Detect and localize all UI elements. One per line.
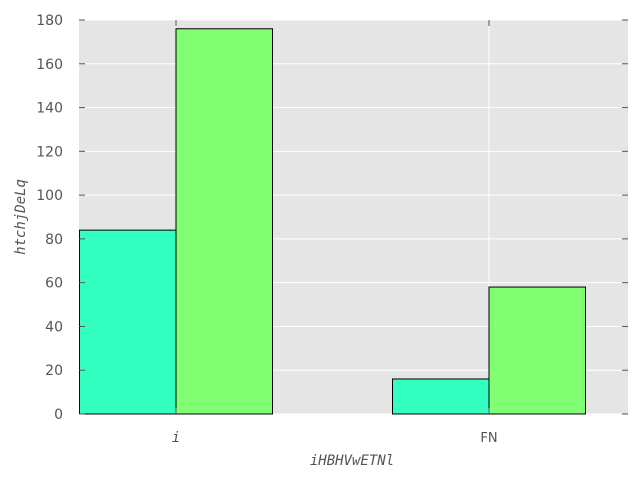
y-tick-label: 180 — [36, 13, 63, 29]
bar-FN-series-2 — [488, 286, 586, 415]
y-tick-label: 20 — [45, 363, 63, 379]
y-tick-label: 40 — [45, 319, 63, 335]
bar-i-series-1 — [79, 229, 177, 415]
y-tick-label: 0 — [54, 407, 63, 423]
y-tick-label: 160 — [36, 57, 63, 73]
y-tick-label: 60 — [45, 276, 63, 292]
x-tick-label: i — [172, 430, 180, 446]
x-tick-label: FN — [480, 431, 497, 446]
y-tick-labels: 0 20 40 60 80 100 120 140 160 180 — [36, 13, 63, 423]
bar-i-series-2 — [175, 28, 273, 415]
y-tick-label: 80 — [45, 232, 63, 248]
x-axis-title: iHBHVwETNl — [310, 453, 394, 469]
axis-ticks — [79, 19, 628, 415]
y-tick-label: 120 — [36, 144, 63, 160]
y-tick-label: 100 — [36, 188, 63, 204]
y-tick-label: 140 — [36, 101, 63, 117]
bar-FN-series-1 — [392, 378, 490, 415]
x-tick-labels: i FN — [172, 430, 498, 446]
bars — [79, 28, 586, 415]
y-axis-title: htchjDeLq — [13, 179, 29, 255]
